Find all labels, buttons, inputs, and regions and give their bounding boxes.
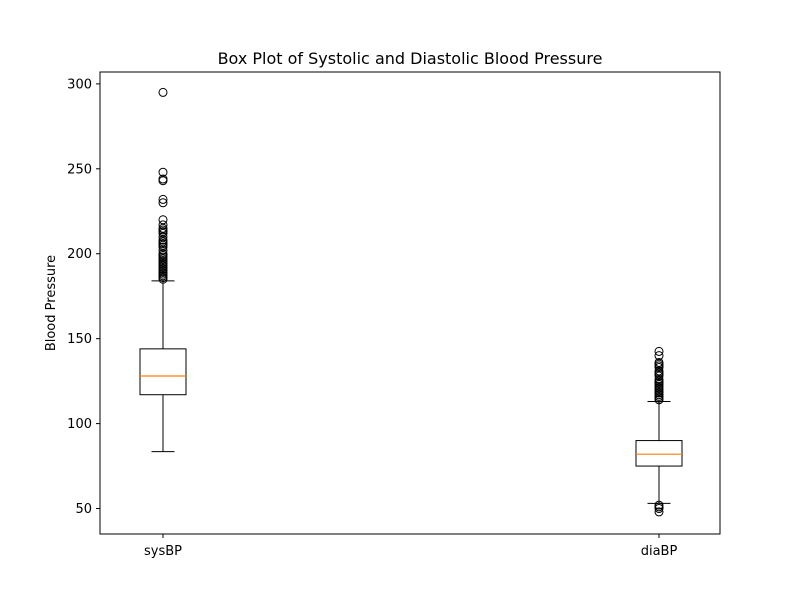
chart-title: Box Plot of Systolic and Diastolic Blood… (218, 49, 603, 68)
y-tick-label: 100 (67, 417, 92, 432)
plot-frame (99, 71, 721, 535)
y-tick-label: 300 (67, 77, 92, 92)
outlier-point (158, 220, 168, 230)
y-tick-label: 50 (75, 502, 92, 517)
x-tick-label: sysBP (144, 544, 182, 559)
y-tick-label: 250 (67, 162, 92, 177)
y-axis-label: Blood Pressure (44, 255, 59, 351)
outlier-point (654, 357, 664, 367)
x-tick-label: diaBP (641, 544, 678, 559)
outlier-point (158, 87, 168, 97)
outlier-point (654, 507, 664, 517)
y-tick-label: 150 (67, 332, 92, 347)
plot-area: 50 100 150 200 250 300 sysBP diaBP (67, 77, 683, 559)
iqr-box (635, 440, 683, 467)
y-tick-label: 200 (67, 247, 92, 262)
outlier-point (158, 167, 168, 177)
outlier-point (654, 351, 664, 361)
iqr-box (139, 348, 187, 396)
outlier-point (654, 500, 664, 510)
outlier-point (158, 215, 168, 225)
outlier-point (158, 174, 168, 184)
outlier-point (654, 346, 664, 356)
outlier-point (158, 198, 168, 208)
outlier-point (158, 194, 168, 204)
